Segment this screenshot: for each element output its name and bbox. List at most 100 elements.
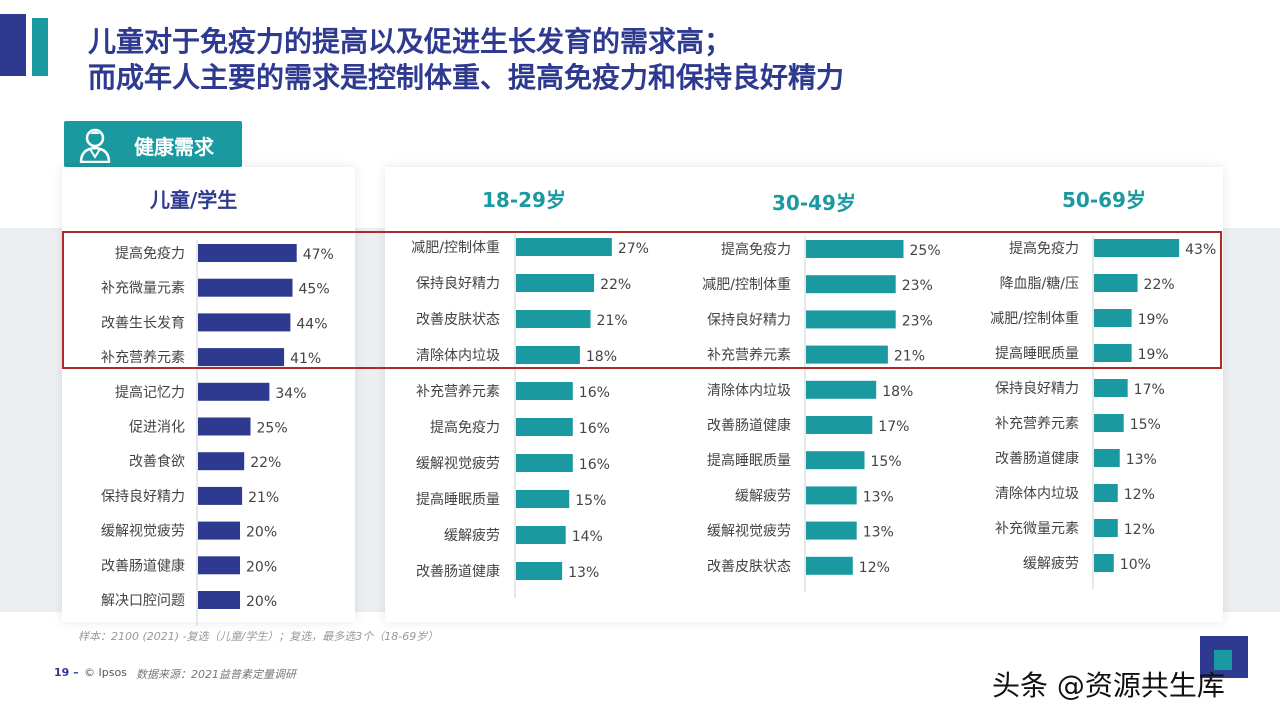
bar-30-49-3	[806, 345, 888, 364]
bar-18-29-3	[516, 346, 580, 364]
category-label-50-69-2: 减肥/控制体重	[990, 311, 1079, 327]
ipsos-logo	[1200, 636, 1248, 678]
category-label-kids-10: 解决口腔问题	[101, 593, 185, 609]
value-label-50-69-6: 13%	[1126, 452, 1157, 468]
category-label-kids-0: 提高免疫力	[115, 245, 185, 262]
page-number: 19 –	[54, 666, 79, 679]
value-label-50-69-5: 15%	[1130, 417, 1161, 433]
category-label-50-69-0: 提高免疫力	[1009, 240, 1079, 257]
category-label-kids-3: 补充营养元素	[101, 350, 185, 366]
bar-30-49-8	[806, 521, 857, 540]
value-label-30-49-9: 12%	[859, 560, 890, 576]
category-label-18-29-8: 缓解疲劳	[444, 527, 500, 544]
value-label-18-29-6: 16%	[579, 457, 610, 473]
category-label-50-69-7: 清除体内垃圾	[995, 486, 1079, 502]
bar-kids-3	[198, 348, 285, 367]
title-accent-bar-teal	[32, 18, 48, 76]
bar-kids-4	[198, 382, 270, 401]
bar-18-29-4	[516, 382, 573, 400]
value-label-50-69-2: 19%	[1138, 312, 1169, 328]
value-label-kids-7: 21%	[248, 490, 279, 506]
category-label-30-49-6: 提高睡眠质量	[707, 452, 791, 469]
bar-kids-9	[198, 556, 240, 575]
bar-50-69-4	[1094, 379, 1128, 397]
bar-50-69-0	[1094, 239, 1180, 257]
value-label-kids-5: 25%	[257, 421, 288, 437]
bar-kids-6	[198, 452, 245, 471]
value-label-30-49-3: 21%	[894, 349, 925, 365]
value-label-18-29-4: 16%	[579, 385, 610, 401]
category-label-18-29-6: 缓解视觉疲劳	[416, 455, 500, 472]
value-label-18-29-1: 22%	[600, 277, 631, 293]
group-title-50-69: 50-69岁	[1062, 188, 1146, 212]
category-label-kids-8: 缓解视觉疲劳	[101, 523, 185, 540]
bar-50-69-1	[1094, 274, 1138, 292]
bar-18-29-1	[516, 274, 595, 292]
category-label-30-49-7: 缓解疲劳	[735, 487, 791, 504]
category-label-18-29-0: 减肥/控制体重	[411, 240, 500, 256]
value-label-18-29-2: 21%	[597, 313, 628, 329]
value-label-kids-8: 20%	[246, 525, 277, 541]
value-label-18-29-9: 13%	[568, 565, 599, 581]
value-label-kids-4: 34%	[275, 386, 306, 402]
value-label-30-49-8: 13%	[863, 525, 894, 541]
value-label-50-69-8: 12%	[1124, 522, 1155, 538]
bar-30-49-9	[806, 556, 853, 575]
category-label-18-29-7: 提高睡眠质量	[416, 491, 500, 508]
bar-kids-10	[198, 591, 240, 609]
category-label-18-29-9: 改善肠道健康	[416, 563, 500, 580]
bar-50-69-6	[1094, 449, 1120, 467]
value-label-30-49-4: 18%	[882, 384, 913, 400]
bar-kids-1	[198, 278, 293, 297]
category-label-kids-6: 改善食欲	[129, 453, 185, 470]
doctor-icon	[76, 127, 114, 167]
category-label-18-29-2: 改善皮肤状态	[416, 312, 500, 328]
bar-kids-0	[198, 244, 297, 262]
value-label-kids-2: 44%	[296, 316, 327, 332]
sample-footnote: 样本：2100 (2021) -复选（儿童/学生）；复选，最多选3个（18-69…	[78, 630, 439, 643]
category-label-kids-5: 促进消化	[129, 420, 185, 436]
value-label-kids-1: 45%	[299, 282, 330, 298]
value-label-30-49-7: 13%	[863, 489, 894, 505]
value-label-18-29-0: 27%	[618, 241, 649, 257]
category-label-50-69-3: 提高睡眠质量	[995, 345, 1079, 362]
bar-50-69-9	[1094, 554, 1114, 572]
category-label-18-29-5: 提高免疫力	[430, 419, 500, 436]
value-label-18-29-5: 16%	[579, 421, 610, 437]
value-label-30-49-0: 25%	[910, 243, 941, 259]
value-label-50-69-4: 17%	[1134, 382, 1165, 398]
bar-kids-8	[198, 521, 240, 540]
bar-30-49-7	[806, 486, 857, 505]
category-label-18-29-4: 补充营养元素	[416, 384, 500, 400]
bar-kids-2	[198, 313, 291, 332]
bar-18-29-8	[516, 526, 566, 544]
category-label-30-49-4: 清除体内垃圾	[707, 383, 791, 399]
category-label-kids-9: 改善肠道健康	[101, 557, 185, 574]
watermark: 头条 @资源共生库	[992, 669, 1225, 702]
bar-18-29-9	[516, 562, 563, 580]
group-title-30-49: 30-49岁	[772, 191, 856, 215]
section-badge-label: 健康需求	[134, 135, 214, 159]
brand-copyright: © Ipsos	[84, 666, 127, 679]
value-label-30-49-1: 23%	[902, 278, 933, 294]
bar-30-49-4	[806, 380, 877, 399]
value-label-18-29-7: 15%	[575, 493, 606, 509]
category-label-kids-4: 提高记忆力	[115, 384, 185, 401]
data-source: 数据来源：2021益普素定量调研	[136, 668, 296, 681]
category-label-30-49-3: 补充营养元素	[707, 348, 791, 364]
value-label-18-29-8: 14%	[572, 529, 603, 545]
top-needs-highlight-box	[62, 231, 1222, 369]
value-label-50-69-7: 12%	[1124, 487, 1155, 503]
bar-kids-5	[198, 417, 251, 436]
bar-50-69-7	[1094, 484, 1118, 502]
group-title-18-29: 18-29岁	[482, 188, 566, 212]
category-label-50-69-6: 改善肠道健康	[995, 450, 1079, 467]
value-label-50-69-3: 19%	[1138, 347, 1169, 363]
value-label-50-69-0: 43%	[1185, 242, 1216, 258]
category-label-kids-2: 改善生长发育	[101, 315, 185, 331]
bar-50-69-8	[1094, 519, 1118, 537]
value-label-kids-0: 47%	[303, 247, 334, 263]
value-label-30-49-5: 17%	[878, 419, 909, 435]
value-label-30-49-6: 15%	[871, 454, 902, 470]
